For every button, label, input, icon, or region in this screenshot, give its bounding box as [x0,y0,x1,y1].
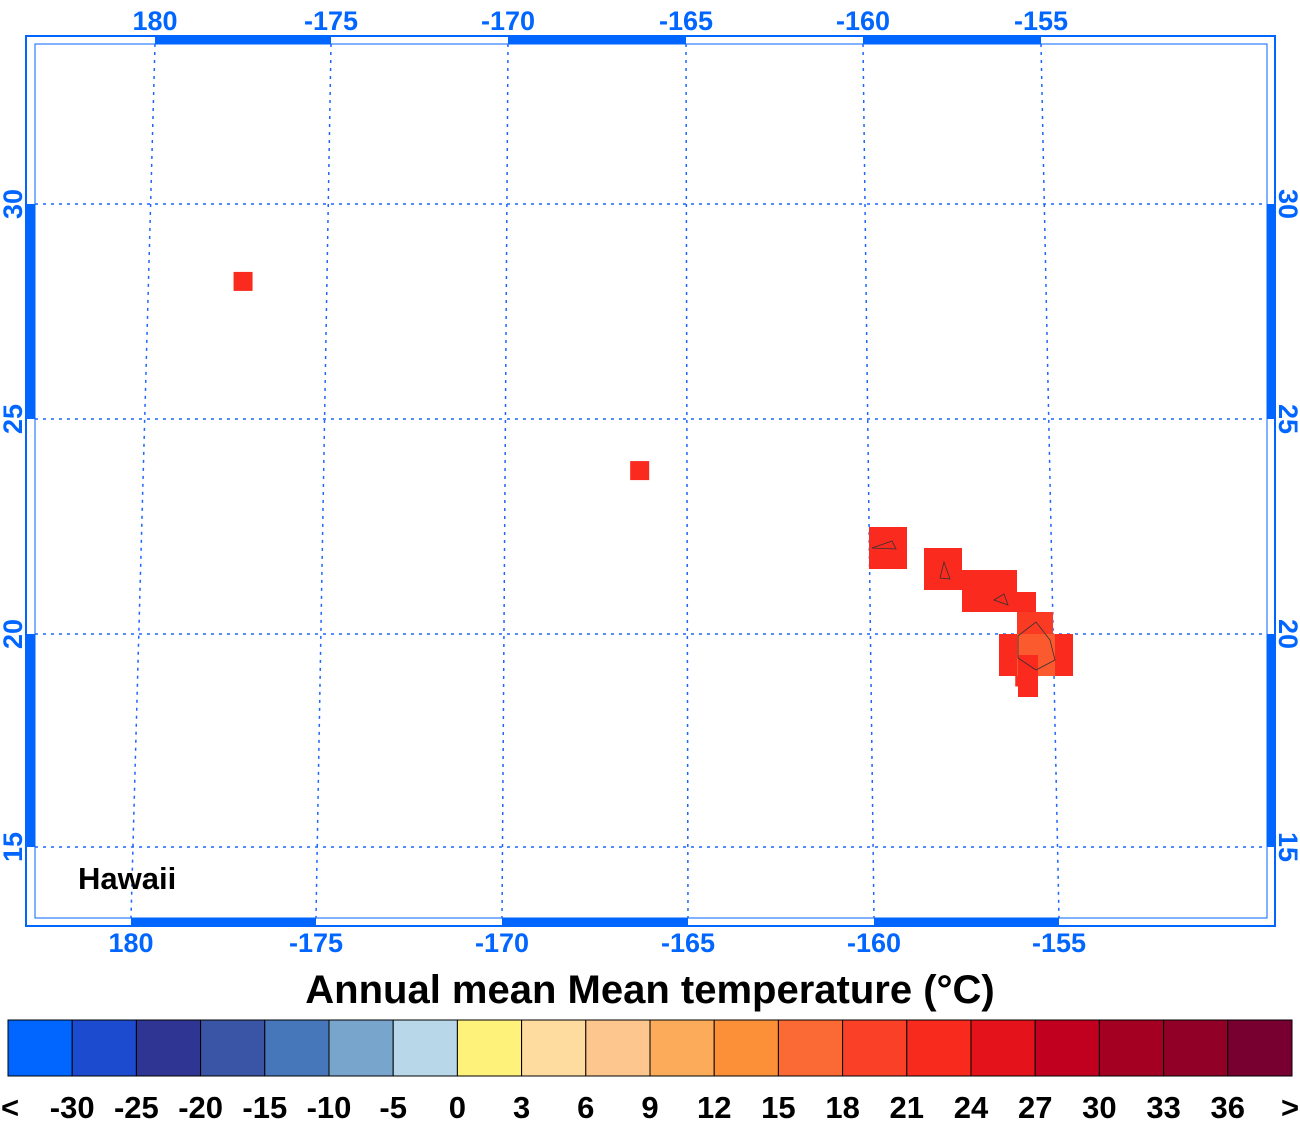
contour-maui [993,593,1009,606]
right-lat-tick-label: 25 [1273,404,1300,434]
tick-labels: 180 -175 -170 -165 -160 -155 180 -175 -170 -165 -1… [0,6,1300,958]
bottom-lon-tick-label: -165 [661,928,715,958]
colorbar-swatch [1227,1019,1293,1077]
right-lat-tick-label: 15 [1273,832,1300,862]
colorbar-swatch [585,1019,651,1077]
colorbar-swatch [713,1019,779,1077]
top-lon-tick-label: -170 [481,6,535,36]
colorbar-label: 6 [577,1090,594,1125]
colorbar [7,1019,1293,1077]
left-lat-tick-label: 25 [0,404,28,434]
temperature-cells [233,271,1073,697]
colorbar-label: 12 [697,1090,731,1125]
right-axis-bar [1267,634,1275,847]
top-axis-bar [863,36,1041,44]
top-axis-bar [155,36,331,44]
bottom-lon-tick-label: -175 [289,928,343,958]
colorbar-label: -15 [242,1090,287,1125]
meridian-line [862,43,875,919]
colorbar-swatch [1163,1019,1229,1077]
colorbar-swatch [1098,1019,1165,1077]
bottom-axis-bar [131,918,316,926]
axis-bars [26,36,1275,926]
colorbar-swatch [1034,1019,1100,1077]
top-lon-tick-label: -165 [659,6,713,36]
meridian-line [501,43,509,919]
temperature-cell [630,461,650,481]
colorbar-swatch [777,1019,844,1077]
colorbar-label: -30 [50,1090,95,1125]
colorbar-label: 27 [1018,1090,1052,1125]
map-outer-frame [25,35,1276,927]
top-lon-tick-label: 180 [132,6,177,36]
colorbar-label: < [1,1090,19,1125]
colorbar-label: -20 [178,1090,223,1125]
colorbar-swatch [7,1019,73,1077]
colorbar-swatch [328,1019,394,1077]
colorbar-swatch [71,1019,137,1077]
colorbar-label: -5 [379,1090,407,1125]
bottom-lon-tick-label: -170 [475,928,529,958]
map-title: Annual mean Mean temperature (°C) [305,968,994,1012]
colorbar-label: 24 [954,1090,989,1125]
bottom-lon-tick-label: -160 [847,928,901,958]
left-lat-tick-label: 30 [0,189,28,219]
colorbar-label: 33 [1146,1090,1180,1125]
bottom-lon-tick-label: -155 [1032,928,1086,958]
left-lat-tick-label: 20 [0,619,28,649]
meridian-line [130,43,156,919]
top-lon-tick-label: -160 [836,6,890,36]
contour-kauai [871,540,897,550]
colorbar-swatch [521,1019,587,1077]
colorbar-label: 3 [513,1090,530,1125]
bottom-axis-bar [502,918,688,926]
top-lon-tick-label: -155 [1014,6,1068,36]
colorbar-label: 21 [890,1090,924,1125]
right-axis-bar [1267,204,1275,419]
left-axis-bar [26,204,35,419]
region-label: Hawaii [78,861,176,896]
colorbar-label: 0 [449,1090,466,1125]
colorbar-swatch [392,1019,458,1077]
left-lat-tick-label: 15 [0,832,28,862]
colorbar-swatch [842,1019,908,1077]
colorbar-labels: < -30 -25 -20 -15 -10 -5 0 3 6 9 12 15 18 21 24 27 30 33 36… [1,1090,1299,1125]
right-lat-tick-label: 30 [1273,189,1300,219]
contour-big-island [1017,621,1056,671]
colorbar-label: -25 [114,1090,159,1125]
contour-oahu [939,560,951,580]
temperature-cell [924,548,962,590]
right-lat-tick-label: 20 [1273,619,1300,649]
colorbar-swatch [456,1019,523,1077]
temperature-cell [233,271,253,291]
colorbar-label: > [1281,1090,1299,1125]
left-axis-bar [26,634,35,847]
temperature-cell [986,592,1036,612]
colorbar-swatch [906,1019,972,1077]
meridian-line [685,43,689,919]
meridian-line [1040,43,1060,919]
colorbar-swatch [649,1019,715,1077]
top-lon-tick-label: -175 [304,6,358,36]
colorbar-label: 15 [761,1090,795,1125]
bottom-lon-tick-label: 180 [108,928,153,958]
colorbar-label: 9 [641,1090,658,1125]
colorbar-swatch [970,1019,1036,1077]
colorbar-label: 30 [1082,1090,1116,1125]
colorbar-label: -10 [307,1090,352,1125]
colorbar-swatch [135,1019,202,1077]
colorbar-swatch [200,1019,266,1077]
colorbar-label: 18 [825,1090,859,1125]
colorbar-swatch [264,1019,330,1077]
temperature-cell [1018,655,1038,697]
contour-lines [871,540,1056,671]
colorbar-label: 36 [1211,1090,1245,1125]
bottom-axis-bar [874,918,1059,926]
top-axis-bar [508,36,686,44]
temperature-cell [1017,612,1053,638]
meridian-line [315,43,332,919]
